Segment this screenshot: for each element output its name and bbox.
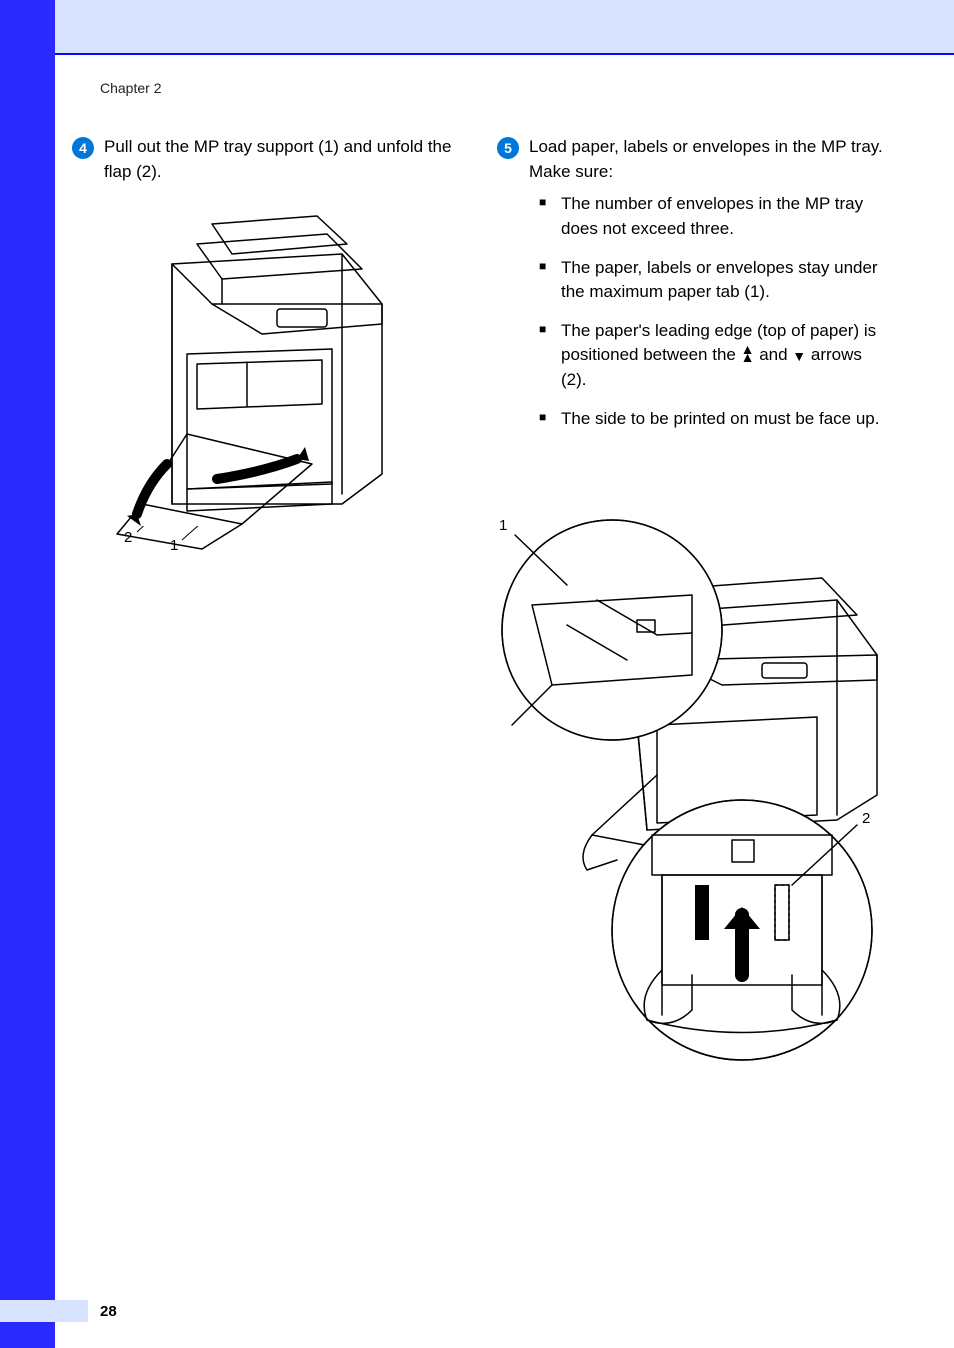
bullet-3-p2: and bbox=[759, 345, 792, 364]
step-4-text: Pull out the MP tray support (1) and unf… bbox=[104, 135, 467, 184]
printer-illustration-2 bbox=[497, 475, 892, 1065]
header-band bbox=[0, 0, 954, 55]
page-number: 28 bbox=[100, 1303, 117, 1320]
callout-lines-1 bbox=[132, 526, 212, 556]
bullet-1: The number of envelopes in the MP tray d… bbox=[539, 192, 892, 241]
step-5-bullets: The number of envelopes in the MP tray d… bbox=[539, 192, 892, 431]
step-5-text: Load paper, labels or envelopes in the M… bbox=[529, 135, 892, 445]
figure-step-4: 2 1 bbox=[112, 204, 467, 554]
bullet-2: The paper, labels or envelopes stay unde… bbox=[539, 256, 892, 305]
step-badge-5: 5 bbox=[497, 137, 519, 159]
figure-step-5: 1 2 bbox=[497, 475, 892, 1065]
right-column: 5 Load paper, labels or envelopes in the… bbox=[497, 135, 892, 1065]
step-5-intro: Load paper, labels or envelopes in the M… bbox=[529, 137, 883, 181]
chapter-label: Chapter 2 bbox=[100, 80, 161, 96]
printer-illustration-1 bbox=[112, 204, 412, 554]
bullet-4: The side to be printed on must be face u… bbox=[539, 407, 892, 432]
step-badge-4: 4 bbox=[72, 137, 94, 159]
step-5: 5 Load paper, labels or envelopes in the… bbox=[497, 135, 892, 445]
content-columns: 4 Pull out the MP tray support (1) and u… bbox=[72, 135, 892, 1065]
bullet-3: The paper's leading edge (top of paper) … bbox=[539, 319, 892, 393]
up-arrows-icon: ▲▲ bbox=[741, 346, 755, 361]
callout-r1: 1 bbox=[499, 517, 507, 534]
callout-r2: 2 bbox=[862, 810, 870, 827]
step-4: 4 Pull out the MP tray support (1) and u… bbox=[72, 135, 467, 184]
footer-strip bbox=[0, 1300, 88, 1322]
down-arrow-icon: ▼ bbox=[792, 346, 806, 366]
left-column: 4 Pull out the MP tray support (1) and u… bbox=[72, 135, 467, 1065]
side-blue-tab bbox=[0, 0, 55, 1348]
